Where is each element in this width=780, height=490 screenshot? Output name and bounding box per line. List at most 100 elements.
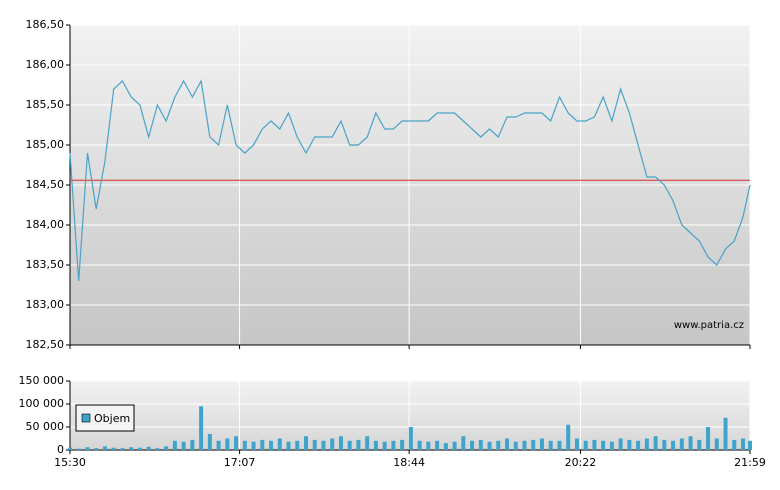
y-tick-label: 184,50 bbox=[26, 178, 65, 191]
volume-bar bbox=[426, 441, 431, 450]
volume-bar bbox=[748, 440, 752, 450]
volume-bar bbox=[644, 438, 649, 450]
volume-bar bbox=[356, 439, 361, 450]
volume-bar bbox=[111, 447, 116, 450]
volume-bar bbox=[539, 438, 544, 450]
volume-bar bbox=[251, 441, 256, 450]
volume-bar bbox=[583, 440, 588, 450]
volume-bar bbox=[373, 440, 378, 450]
volume-bar bbox=[321, 440, 326, 450]
volume-bar bbox=[102, 446, 107, 450]
volume-bar bbox=[574, 438, 579, 450]
volume-bar bbox=[662, 439, 667, 450]
volume-bar bbox=[172, 440, 177, 450]
y-tick-label: 186,50 bbox=[26, 18, 65, 31]
volume-bar bbox=[120, 448, 125, 450]
volume-bar bbox=[365, 436, 370, 450]
x-tick-label: 17:07 bbox=[224, 456, 256, 469]
volume-bar bbox=[277, 438, 282, 450]
volume-bar bbox=[347, 440, 352, 450]
y-tick-label: 50 000 bbox=[26, 420, 65, 433]
y-tick-label: 182,50 bbox=[26, 338, 65, 351]
volume-bar bbox=[618, 438, 623, 450]
volume-bar bbox=[400, 439, 405, 450]
volume-bar bbox=[732, 439, 737, 450]
volume-bar bbox=[312, 439, 317, 450]
x-tick-label: 15:30 bbox=[54, 456, 86, 469]
legend-label: Objem bbox=[94, 412, 130, 425]
volume-bar bbox=[697, 439, 702, 450]
volume-bar bbox=[601, 440, 606, 450]
volume-bar bbox=[627, 439, 632, 450]
volume-bar bbox=[225, 438, 230, 450]
volume-bar bbox=[417, 440, 422, 450]
volume-bar bbox=[137, 447, 142, 450]
volume-bar bbox=[452, 441, 457, 450]
volume-bar bbox=[557, 440, 562, 450]
y-tick-label: 185,00 bbox=[26, 138, 65, 151]
volume-bar bbox=[94, 448, 99, 450]
volume-bar bbox=[548, 440, 553, 450]
volume-bar bbox=[688, 436, 693, 450]
y-tick-label: 186,00 bbox=[26, 58, 65, 71]
volume-bar bbox=[408, 427, 413, 450]
y-tick-label: 100 000 bbox=[19, 397, 65, 410]
volume-bar bbox=[653, 436, 658, 450]
y-tick-label: 185,50 bbox=[26, 98, 65, 111]
volume-bar bbox=[679, 438, 684, 450]
volume-bar bbox=[76, 448, 81, 450]
volume-bar bbox=[671, 440, 676, 450]
volume-bar bbox=[146, 446, 151, 450]
volume-bar bbox=[269, 440, 274, 450]
volume-bar bbox=[609, 441, 614, 450]
volume-bar bbox=[470, 440, 475, 450]
volume-bar bbox=[330, 438, 335, 450]
volume-bar bbox=[190, 439, 195, 450]
x-tick-label: 21:59 bbox=[734, 456, 766, 469]
volume-bar bbox=[286, 441, 291, 450]
volume-bar bbox=[199, 406, 204, 450]
volume-bar bbox=[723, 417, 728, 450]
volume-bar bbox=[155, 448, 160, 450]
volume-bar bbox=[443, 443, 448, 450]
volume-bar bbox=[706, 427, 711, 450]
volume-bar bbox=[478, 439, 483, 450]
watermark: www.patria.cz bbox=[674, 320, 744, 331]
volume-bar bbox=[181, 441, 186, 450]
volume-bar bbox=[496, 440, 501, 450]
volume-bar bbox=[234, 436, 239, 450]
volume-bar bbox=[531, 439, 536, 450]
y-tick-label: 183,50 bbox=[26, 258, 65, 271]
volume-bar bbox=[592, 439, 597, 450]
volume-bar bbox=[513, 441, 518, 450]
volume-bar bbox=[636, 440, 641, 450]
price-line bbox=[69, 79, 751, 282]
y-tick-label: 184,00 bbox=[26, 218, 65, 231]
volume-bar bbox=[505, 438, 510, 450]
volume-bar bbox=[741, 438, 746, 450]
volume-bar bbox=[295, 440, 300, 450]
volume-bar bbox=[260, 439, 265, 450]
volume-bar bbox=[338, 436, 343, 450]
volume-bar bbox=[435, 440, 440, 450]
volume-bar bbox=[382, 441, 387, 450]
y-tick-label: 0 bbox=[57, 443, 64, 456]
x-tick-label: 20:22 bbox=[565, 456, 597, 469]
legend-swatch bbox=[81, 413, 91, 423]
volume-bar bbox=[461, 436, 466, 450]
y-tick-label: 183,00 bbox=[26, 298, 65, 311]
volume-bar bbox=[164, 446, 169, 450]
volume-bar bbox=[216, 440, 221, 450]
volume-bar bbox=[129, 447, 134, 450]
volume-bar bbox=[303, 436, 308, 450]
volume-bar bbox=[242, 440, 247, 450]
volume-bar bbox=[487, 441, 492, 450]
volume-bar bbox=[68, 447, 72, 450]
x-tick-label: 18:44 bbox=[393, 456, 425, 469]
volume-bar bbox=[522, 440, 527, 450]
volume-bar bbox=[85, 447, 90, 450]
volume-bar bbox=[566, 424, 571, 450]
volume-bar bbox=[207, 433, 212, 450]
volume-bar bbox=[714, 438, 719, 450]
